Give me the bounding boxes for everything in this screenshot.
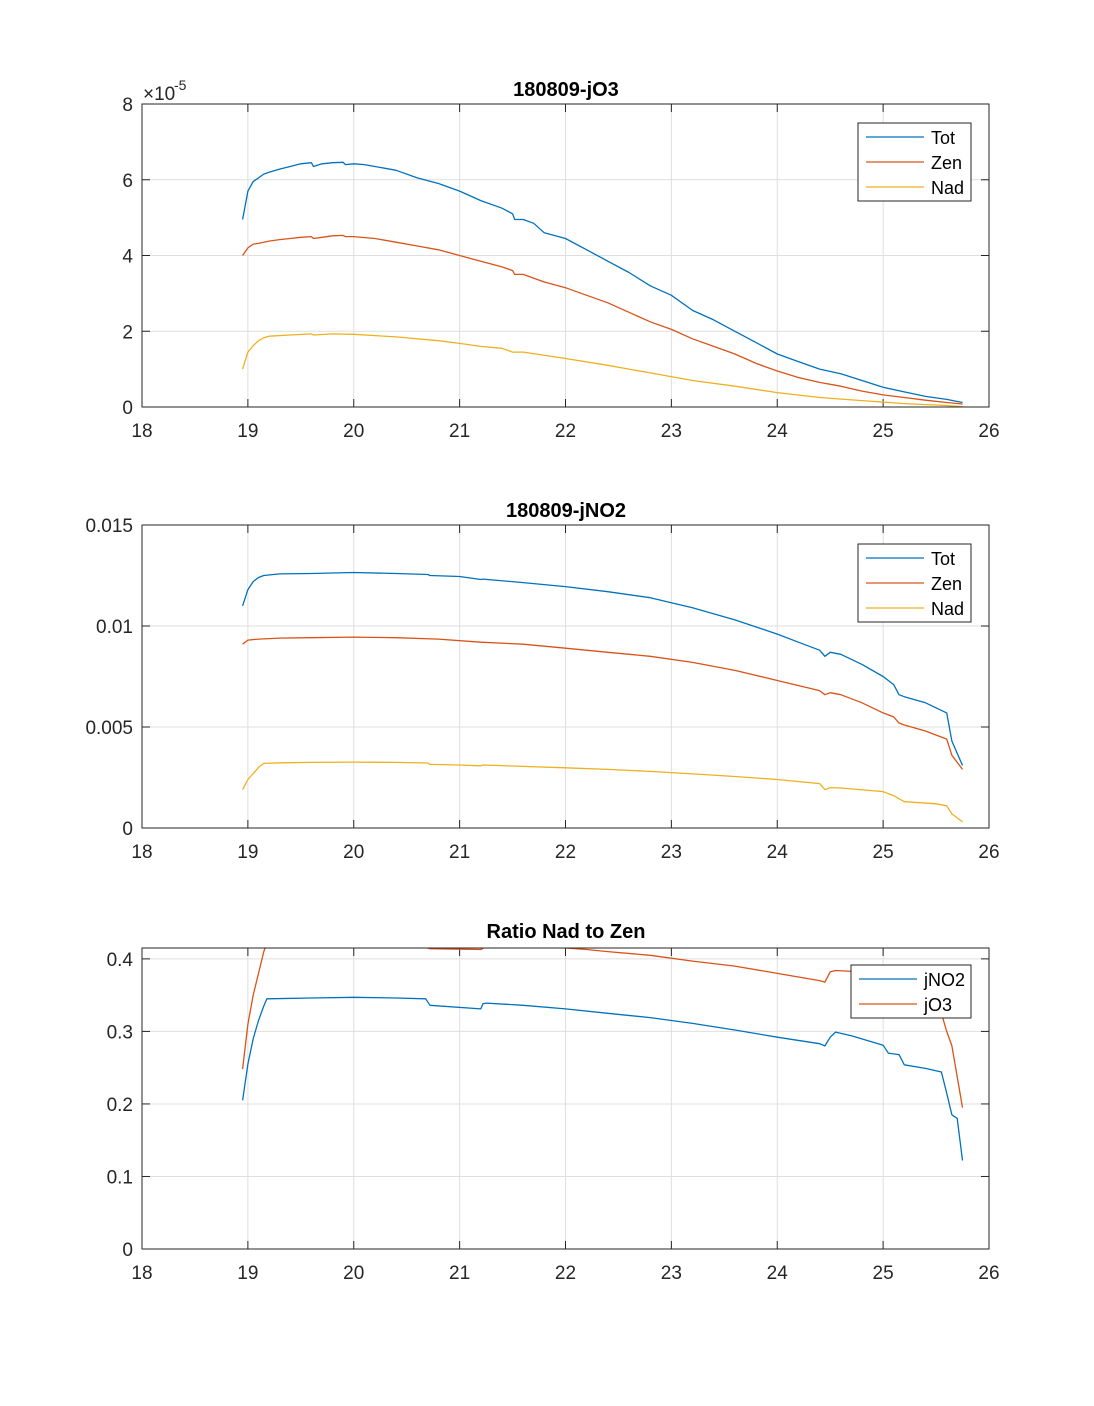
y-tick-label: 0.01 [96, 617, 133, 638]
x-tick-label: 21 [449, 421, 470, 442]
x-tick-label: 24 [767, 421, 789, 442]
x-tick-label: 23 [661, 1263, 682, 1284]
x-tick-label: 23 [661, 421, 682, 442]
legend-box [850, 964, 972, 1019]
y-tick-label: 0.015 [85, 516, 133, 537]
series-line-tot [241, 571, 964, 766]
x-tick-label: 22 [555, 421, 576, 442]
y-tick-label: 0.005 [85, 718, 133, 739]
y-tick-label: 0 [122, 819, 133, 840]
x-tick-label: 19 [237, 1263, 258, 1284]
x-tick-label: 26 [978, 1263, 999, 1284]
chart-title: Ratio Nad to Zen [487, 921, 646, 943]
legend-label-jno2: jNO2 [923, 970, 965, 990]
x-tick-label: 22 [555, 1263, 576, 1284]
y-tick-label: 6 [122, 171, 133, 192]
chart-panel-1: 180809-jO3 ×10 -5 18 19 20 21 22 23 24 25 260246… [122, 77, 999, 442]
series-line-jno2 [241, 996, 964, 1161]
x-tick-label: 20 [343, 1263, 364, 1284]
legend[interactable]: jNO2 jO3 [850, 964, 972, 1019]
y-tick-label: 0.4 [107, 950, 134, 971]
x-tick-label: 26 [978, 421, 999, 442]
chart-panel-2: 180809-jNO2 18 19 20 21 22 23 24 25 26 0 0.005 0.01… [85, 500, 999, 863]
chart-title: 180809-jO3 [513, 79, 619, 101]
x-tick-label: 20 [343, 842, 364, 863]
y-tick-label: 0 [122, 1240, 133, 1261]
chart-panel-3: Ratio Nad to Zen 18 19 20 21 22 23 24 25 26 0 0.1 0… [107, 921, 1000, 1284]
y-exponent-base: ×10 [143, 84, 175, 105]
y-tick-label: 0.1 [107, 1167, 133, 1188]
x-tick-label: 21 [449, 842, 470, 863]
y-tick-label: 0 [122, 398, 133, 419]
y-exponent-power: -5 [174, 77, 187, 93]
x-tick-label: 20 [343, 421, 364, 442]
x-tick-label: 25 [873, 842, 894, 863]
x-tick-label: 19 [237, 421, 258, 442]
legend-label-zen: Zen [931, 574, 962, 594]
legend-label-nad: Nad [931, 599, 964, 619]
axes-box [141, 947, 990, 1250]
y-tick-label: 0.2 [107, 1095, 133, 1116]
x-tick-label: 25 [873, 1263, 894, 1284]
x-tick-label: 19 [237, 842, 258, 863]
axes-box [141, 524, 990, 829]
series-line-nad [242, 761, 963, 823]
chart-title: 180809-jNO2 [506, 500, 626, 522]
y-tick-label: 4 [122, 247, 133, 268]
x-tick-label: 23 [661, 842, 682, 863]
plot-area: 18 19 20 21 22 23 24 25 26 0 0.005 0.01 0.015 Tot Zen N… [85, 516, 999, 863]
x-tick-label: 24 [767, 1263, 789, 1284]
legend-label-nad: Nad [931, 178, 964, 198]
series-line-zen [242, 234, 963, 405]
x-tick-label: 24 [767, 842, 789, 863]
plot-area: 18 19 20 21 22 23 24 25 26 0 0.1 0.2 0.3 0.4 jNO2 jO3 [107, 947, 1000, 1284]
x-tick-label: 26 [978, 842, 999, 863]
legend[interactable]: Tot Zen Nad [857, 122, 972, 202]
legend-label-tot: Tot [931, 128, 955, 148]
x-tick-label: 18 [131, 1263, 152, 1284]
x-tick-label: 25 [873, 421, 894, 442]
series-line-tot [241, 161, 963, 404]
legend[interactable]: Tot Zen Nad [857, 543, 972, 623]
x-tick-label: 18 [131, 842, 152, 863]
legend-label-zen: Zen [931, 153, 962, 173]
x-tick-label: 22 [555, 842, 576, 863]
series-line-zen [242, 636, 964, 770]
y-tick-label: 2 [122, 322, 133, 343]
series-line-nad [241, 333, 963, 407]
x-tick-label: 18 [131, 421, 152, 442]
legend-label-tot: Tot [931, 549, 955, 569]
legend-label-jo3: jO3 [923, 995, 952, 1015]
y-axis-exponent: ×10 -5 [143, 77, 187, 105]
y-tick-label: 8 [122, 95, 133, 116]
x-tick-label: 21 [449, 1263, 470, 1284]
axes-box [141, 103, 990, 408]
y-tick-label: 0.3 [107, 1022, 133, 1043]
